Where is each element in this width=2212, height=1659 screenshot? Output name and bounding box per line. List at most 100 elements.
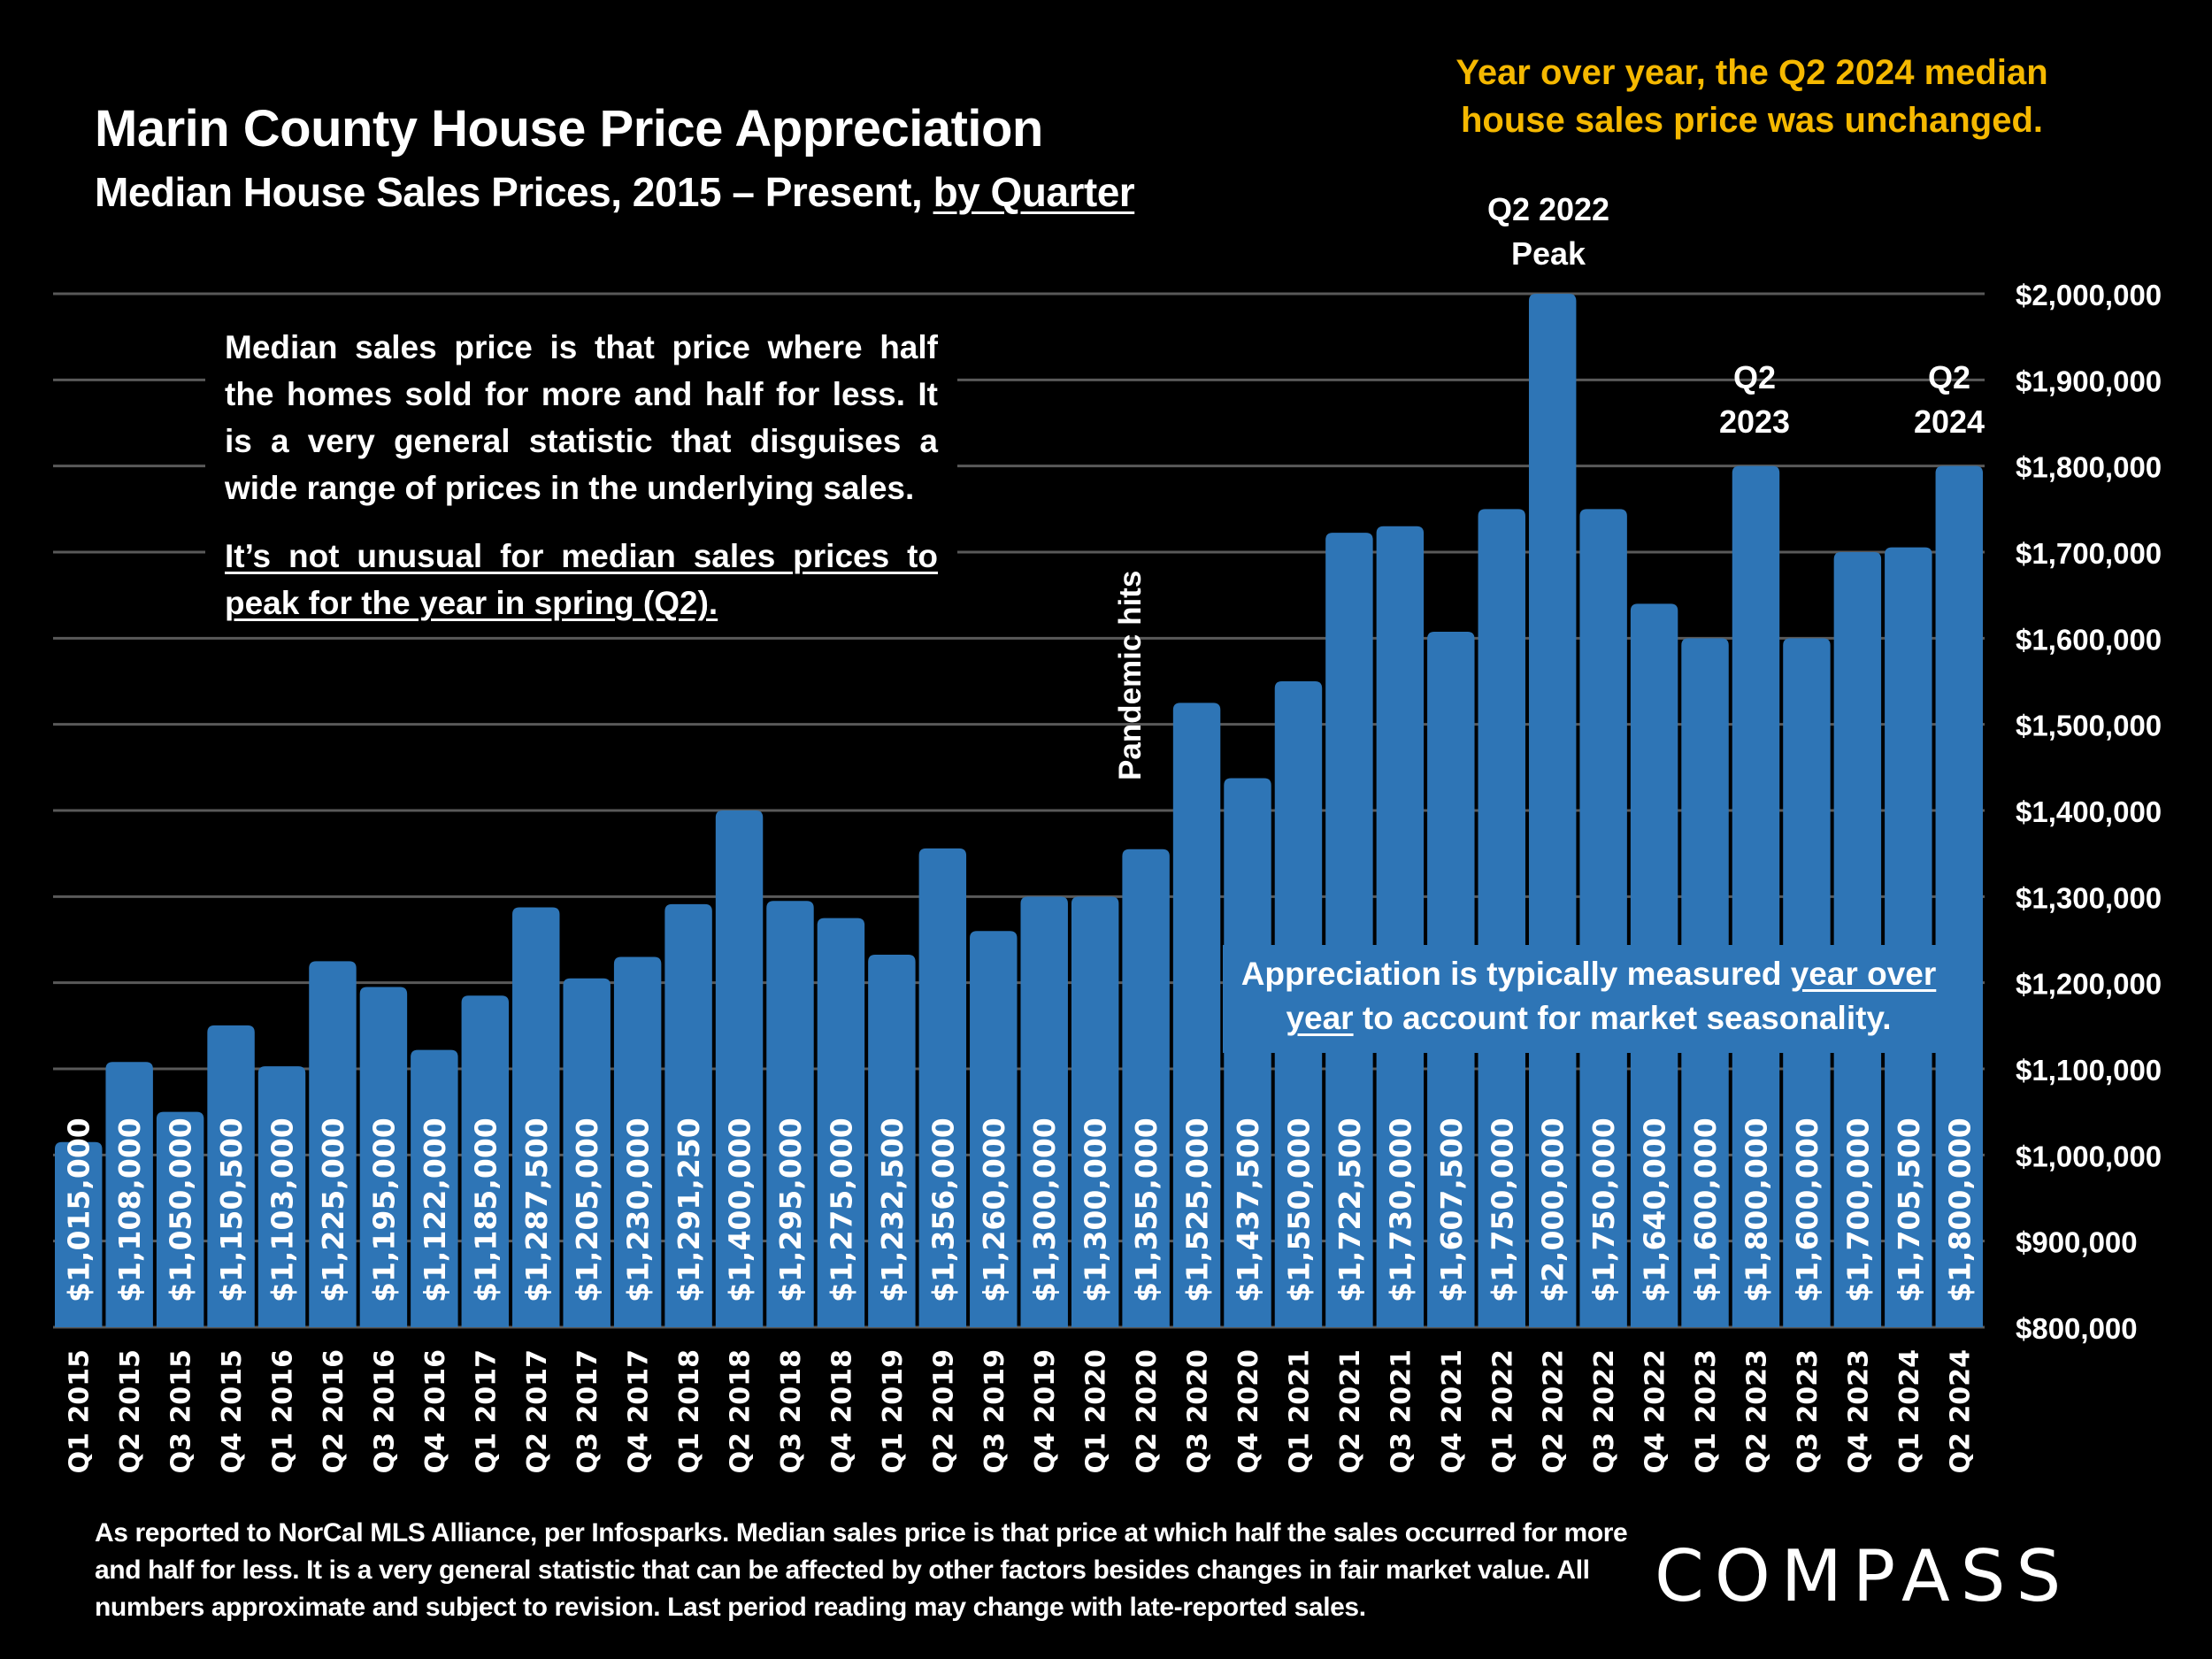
bar bbox=[1122, 849, 1170, 1327]
bar bbox=[1478, 509, 1525, 1327]
x-tick-label: Q3 2017 bbox=[572, 1349, 603, 1473]
bar bbox=[257, 1066, 306, 1327]
q2-2023-line2: 2023 bbox=[1718, 403, 1791, 440]
q2-2023-annotation: Q2 2023 bbox=[1706, 356, 1803, 444]
seasonality-underline-1: year over bbox=[1790, 956, 1937, 992]
x-tick-label: Q2 2017 bbox=[522, 1349, 553, 1473]
bar bbox=[715, 810, 764, 1327]
bar bbox=[1885, 547, 1932, 1327]
x-tick-label: Q2 2018 bbox=[726, 1349, 757, 1473]
bar-value-labels: $1,015,000 $1,108,000 $1,050,000 $1,150,500… bbox=[62, 1118, 1978, 1302]
x-tick-label: Q1 2016 bbox=[268, 1349, 299, 1473]
bar-value-label: $1,800,000 bbox=[1739, 1118, 1773, 1302]
compass-logo: COMPASS bbox=[1655, 1535, 2072, 1617]
y-tick-label: $1,300,000 bbox=[2016, 881, 2162, 914]
y-axis-tick-labels: $800,000 $900,000 $1,000,000 $1,100,000 $1,2… bbox=[2016, 279, 2162, 1345]
bar-value-label: $1,050,000 bbox=[164, 1118, 198, 1302]
bar-value-label: $1,600,000 bbox=[1688, 1118, 1723, 1302]
x-tick-label: Q3 2018 bbox=[776, 1349, 807, 1473]
bar-value-label: $1,150,500 bbox=[214, 1118, 249, 1302]
x-tick-label: Q4 2015 bbox=[217, 1349, 248, 1473]
y-tick-label: $1,100,000 bbox=[2016, 1054, 2162, 1087]
bar-value-label: $1,232,500 bbox=[875, 1118, 910, 1302]
bar bbox=[1020, 896, 1068, 1327]
chart-subtitle: Median House Sales Prices, 2015 – Presen… bbox=[95, 168, 1135, 216]
bar-value-label: $1,300,000 bbox=[1027, 1118, 1062, 1302]
bar bbox=[613, 956, 662, 1327]
seasonality-note-box: Appreciation is typically measured year … bbox=[1223, 945, 1955, 1053]
x-tick-label: Q2 2019 bbox=[928, 1349, 959, 1473]
bar-value-label: $1,355,000 bbox=[1129, 1118, 1164, 1302]
bar bbox=[766, 901, 814, 1327]
q2-2024-line2: 2024 bbox=[1913, 403, 1985, 440]
bar bbox=[55, 1141, 103, 1327]
bar-value-label: $1,640,000 bbox=[1638, 1118, 1672, 1302]
bar-value-label: $1,356,000 bbox=[926, 1118, 960, 1302]
y-tick-label: $1,700,000 bbox=[2016, 537, 2162, 570]
pandemic-annotation: Pandemic hits bbox=[1113, 570, 1148, 780]
x-tick-label: Q3 2015 bbox=[166, 1349, 197, 1473]
bar-value-label: $1,275,000 bbox=[824, 1118, 858, 1302]
x-tick-label: Q2 2024 bbox=[1945, 1349, 1976, 1473]
x-tick-label: Q1 2024 bbox=[1894, 1349, 1925, 1473]
bar bbox=[1528, 294, 1577, 1327]
bar bbox=[512, 907, 560, 1327]
bar-value-label: $1,291,250 bbox=[672, 1118, 706, 1302]
subtitle-text: Median House Sales Prices, 2015 – Presen… bbox=[95, 169, 933, 215]
bar-value-label: $1,800,000 bbox=[1942, 1118, 1977, 1302]
yoy-headline-callout: Year over year, the Q2 2024 median house… bbox=[1380, 49, 2124, 144]
x-tick-label: Q1 2020 bbox=[1081, 1349, 1112, 1473]
q2-2024-annotation: Q2 2024 bbox=[1901, 356, 1998, 444]
x-tick-label: Q3 2020 bbox=[1183, 1349, 1214, 1473]
bar-value-label: $1,260,000 bbox=[977, 1118, 1011, 1302]
yoy-headline-line2: house sales price was unchanged. bbox=[1460, 101, 2043, 140]
bar bbox=[563, 978, 611, 1327]
bar-value-label: $1,185,000 bbox=[468, 1118, 503, 1302]
bar-value-label: $1,607,500 bbox=[1434, 1118, 1469, 1302]
median-explanation-box: Median sales price is that price where h… bbox=[205, 317, 957, 634]
y-tick-label: $1,000,000 bbox=[2016, 1140, 2162, 1172]
bar bbox=[309, 961, 357, 1327]
bar bbox=[1935, 465, 1983, 1327]
bar bbox=[1732, 465, 1780, 1327]
x-tick-label: Q4 2019 bbox=[1030, 1349, 1061, 1473]
x-tick-label: Q4 2016 bbox=[420, 1349, 451, 1473]
x-tick-label: Q3 2023 bbox=[1793, 1349, 1824, 1473]
y-tick-label: $1,900,000 bbox=[2016, 365, 2162, 397]
bar-value-label: $2,000,000 bbox=[1536, 1118, 1571, 1302]
x-tick-label: Q2 2020 bbox=[1132, 1349, 1163, 1473]
bar-value-label: $1,295,000 bbox=[773, 1118, 808, 1302]
bar-value-label: $1,525,000 bbox=[1180, 1118, 1215, 1302]
x-tick-label: Q4 2020 bbox=[1233, 1349, 1264, 1473]
bar-value-label: $1,400,000 bbox=[723, 1118, 757, 1302]
bar bbox=[817, 918, 865, 1327]
bar-value-label: $1,225,000 bbox=[316, 1118, 350, 1302]
bar bbox=[1172, 703, 1221, 1327]
x-tick-label: Q4 2021 bbox=[1437, 1349, 1468, 1473]
bar bbox=[1579, 509, 1627, 1327]
x-tick-label: Q1 2022 bbox=[1487, 1349, 1518, 1473]
x-tick-label: Q1 2015 bbox=[65, 1349, 96, 1473]
y-tick-label: $1,600,000 bbox=[2016, 623, 2162, 656]
bar-value-label: $1,103,000 bbox=[265, 1118, 300, 1302]
y-tick-label: $800,000 bbox=[2016, 1312, 2138, 1345]
bar-value-label: $1,108,000 bbox=[112, 1118, 147, 1302]
bar bbox=[868, 955, 916, 1327]
y-tick-label: $1,200,000 bbox=[2016, 968, 2162, 1001]
seasonality-underline-2: year bbox=[1286, 1000, 1354, 1036]
explanation-paragraph: Median sales price is that price where h… bbox=[225, 329, 938, 506]
x-tick-label: Q4 2017 bbox=[624, 1349, 655, 1473]
bar-value-label: $1,750,000 bbox=[1485, 1118, 1519, 1302]
q2-2023-line1: Q2 bbox=[1732, 359, 1777, 396]
x-tick-label: Q1 2021 bbox=[1284, 1349, 1315, 1473]
bar bbox=[411, 1049, 458, 1327]
bar-value-label: $1,730,000 bbox=[1383, 1118, 1417, 1302]
bar bbox=[664, 903, 712, 1327]
x-tick-label: Q1 2019 bbox=[878, 1349, 909, 1473]
subtitle-by-quarter: by Quarter bbox=[933, 169, 1135, 215]
x-tick-label: Q2 2021 bbox=[1335, 1349, 1366, 1473]
bar bbox=[461, 995, 510, 1327]
bar bbox=[1071, 896, 1119, 1327]
bar-value-label: $1,122,000 bbox=[418, 1118, 452, 1302]
peak-annotation-line2: Peak bbox=[1510, 235, 1586, 272]
